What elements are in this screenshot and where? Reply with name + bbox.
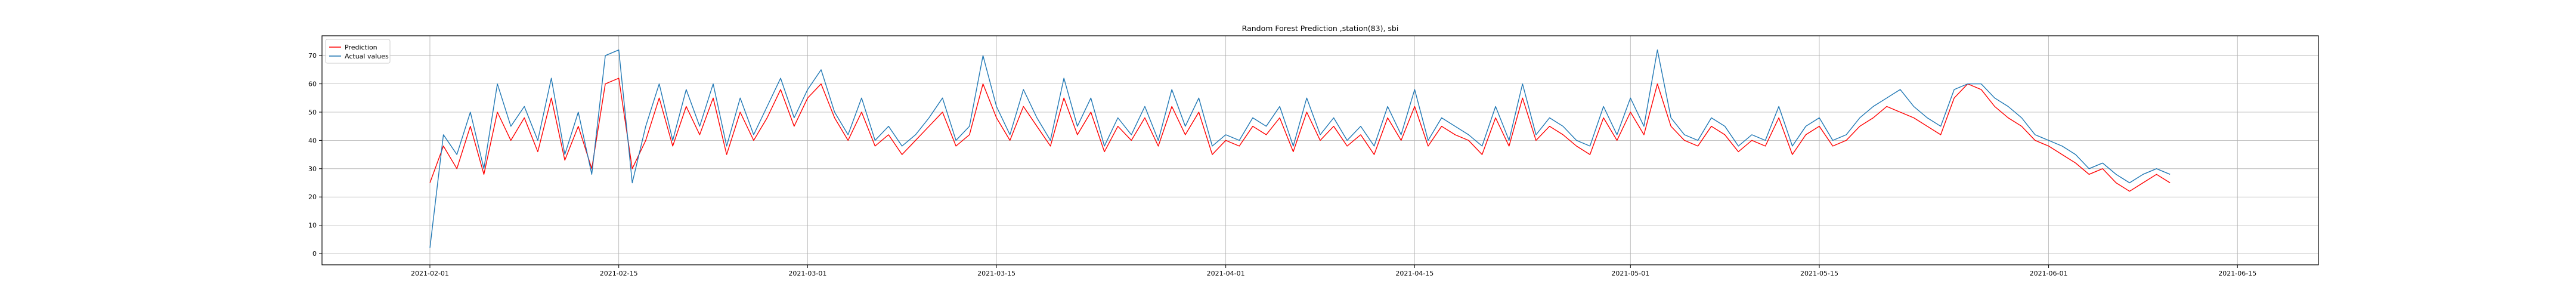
x-tick-label: 2021-03-01	[788, 270, 826, 277]
legend-box	[325, 39, 391, 64]
x-axis: 2021-02-01 2021-02-15 2021-03-01 2021-03-15…	[411, 265, 2256, 277]
grid	[322, 36, 2318, 265]
legend-label: Actual values	[345, 52, 389, 60]
y-tick-label: 50	[308, 109, 317, 116]
series-line-actual-values	[429, 50, 2171, 248]
y-axis: 0 10 20 30 40 50 60 70	[308, 52, 322, 258]
series-layer	[429, 50, 2171, 248]
y-tick-label: 0	[312, 250, 317, 258]
x-tick-label: 2021-05-01	[1611, 270, 1649, 277]
plot-frame	[321, 35, 2319, 265]
y-tick-label: 30	[308, 165, 317, 173]
y-tick-label: 40	[308, 137, 317, 144]
chart-title: Random Forest Prediction ,station(83), s…	[1242, 24, 1399, 33]
y-tick-label: 10	[308, 222, 317, 230]
x-tick-label: 2021-02-01	[411, 270, 449, 277]
series-line-prediction	[429, 78, 2171, 192]
x-tick-label: 2021-03-15	[977, 270, 1015, 277]
x-tick-label: 2021-05-15	[1800, 270, 1838, 277]
y-tick-label: 70	[308, 52, 317, 60]
x-tick-label: 2021-02-15	[600, 270, 638, 277]
legend-label: Prediction	[345, 44, 377, 51]
y-tick-label: 60	[308, 81, 317, 88]
x-tick-label: 2021-04-15	[1395, 270, 1433, 277]
x-tick-label: 2021-06-15	[2218, 270, 2256, 277]
y-tick-label: 20	[308, 193, 317, 201]
x-tick-label: 2021-06-01	[2030, 270, 2068, 277]
x-tick-label: 2021-04-01	[1207, 270, 1245, 277]
